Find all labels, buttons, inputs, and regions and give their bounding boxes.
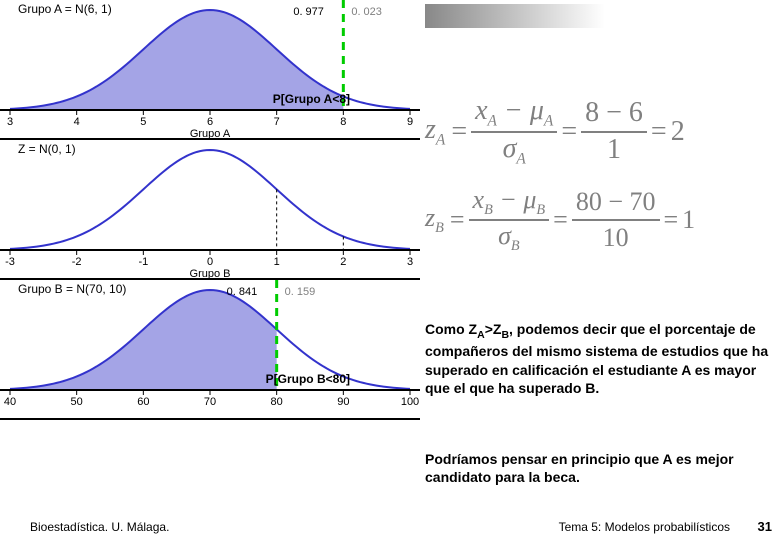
tick-label: 60 — [137, 396, 149, 408]
prob-right-value: 0. 023 — [351, 6, 382, 18]
tick-label: 3 — [7, 116, 13, 128]
tick-label: 9 — [407, 116, 413, 128]
tick-label: 70 — [204, 396, 216, 408]
tick-label: 90 — [337, 396, 349, 408]
chart-title: Grupo B = N(70, 10) — [18, 282, 126, 296]
conclusion-paragraph-1: Como ZA>ZB, podemos decir que el porcent… — [425, 320, 775, 397]
tick-label: 0 — [207, 256, 213, 268]
tick-label: 5 — [140, 116, 146, 128]
tick-label: 100 — [401, 396, 419, 408]
chart-z-standard: Z = N(0, 1) -3 -2 -1 0 1 2 3 Grupo B — [0, 140, 420, 280]
tick-label: 7 — [274, 116, 280, 128]
axis-label: Grupo B — [190, 268, 231, 280]
tick-label: 6 — [207, 116, 213, 128]
tick-label: 1 — [274, 256, 280, 268]
formula-z-b: zB=xB − μB=80 − 70=1σB10 — [425, 185, 695, 255]
chart-grupo-a: Grupo A = N(6, 1) 3 4 5 6 7 8 9 Grupo A P[Grupo A… — [0, 0, 420, 140]
prob-right-value: 0. 159 — [285, 286, 316, 298]
axis-label: Grupo A — [190, 128, 230, 140]
tick-label: 4 — [74, 116, 80, 128]
conclusion-paragraph-2: Podríamos pensar en principio que A es m… — [425, 450, 775, 486]
para1-text: Como Z — [425, 321, 477, 337]
para1-mid: >Z — [485, 321, 502, 337]
para1-sub-b: B — [501, 329, 509, 341]
charts-column: Grupo A = N(6, 1) 3 4 5 6 7 8 9 Grupo A P[Grupo A… — [0, 0, 420, 540]
tick-label: -3 — [5, 256, 15, 268]
tick-label: 8 — [340, 116, 346, 128]
chart-grupo-b: Grupo B = N(70, 10) 40 50 60 70 80 90 100 P[Grup… — [0, 280, 420, 420]
tick-label: 80 — [271, 396, 283, 408]
tick-label: -2 — [72, 256, 82, 268]
chart-title: Z = N(0, 1) — [18, 142, 76, 156]
tick-label: 40 — [4, 396, 16, 408]
page-number: 31 — [758, 519, 772, 534]
decorative-gradient — [425, 4, 605, 28]
para2-text: Podríamos pensar en principio que A es m… — [425, 451, 734, 485]
tick-label: 2 — [340, 256, 346, 268]
prob-left-value: 0. 841 — [227, 286, 258, 298]
probability-label: P[Grupo A<8] — [273, 92, 350, 106]
probability-label: P[Grupo B<80] — [266, 372, 350, 386]
tick-label: 3 — [407, 256, 413, 268]
right-column: zA=xA − μA=8 − 6=2σA1 zB=xB − μB=80 − 70… — [425, 0, 775, 540]
formula-z-a: zA=xA − μA=8 − 6=2σA1 — [425, 95, 685, 168]
footer-right: Tema 5: Modelos probabilísticos — [559, 520, 730, 534]
tick-label: -1 — [138, 256, 148, 268]
para1-sub-a: A — [477, 329, 485, 341]
chart-title: Grupo A = N(6, 1) — [18, 2, 112, 16]
prob-left-value: 0. 977 — [293, 6, 324, 18]
footer-left: Bioestadística. U. Málaga. — [30, 520, 169, 534]
tick-label: 50 — [71, 396, 83, 408]
